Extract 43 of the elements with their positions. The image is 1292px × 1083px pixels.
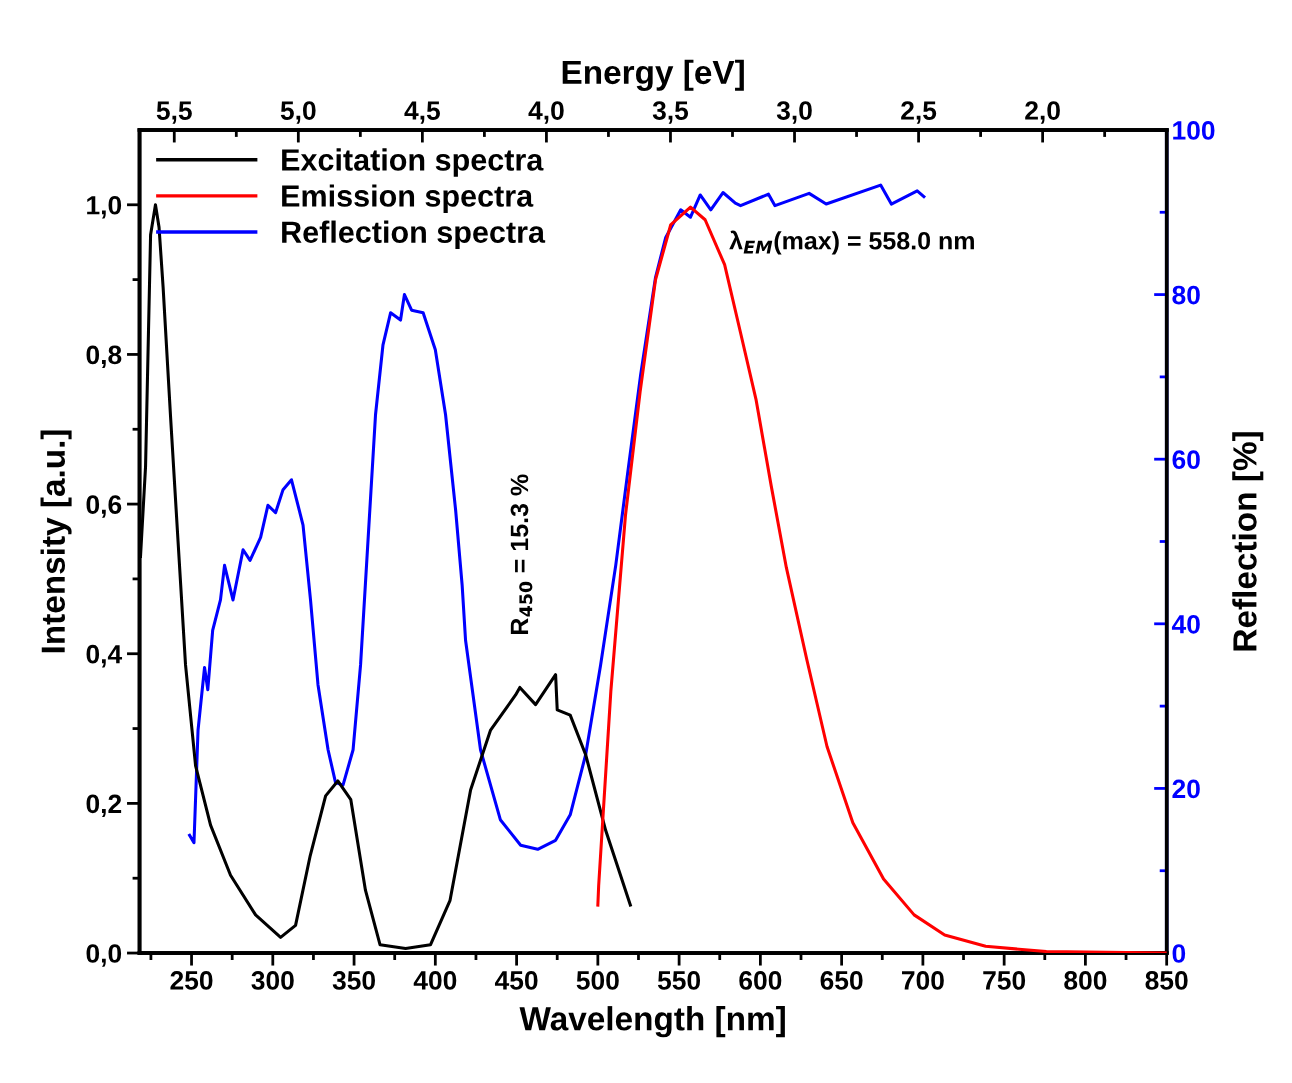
x-axis-title: Wavelength [nm] (519, 1006, 785, 1038)
y2-tick-label: 60 (1172, 450, 1200, 470)
x2-tick-label: 3,0 (776, 101, 812, 124)
legend-label: Reflection spectra (282, 220, 546, 250)
x-tick-label: 800 (1064, 971, 1107, 990)
x2-tick-label: 5,0 (280, 101, 316, 124)
y2-tick-label: 80 (1172, 285, 1200, 305)
legend-label: Excitation spectra (282, 148, 544, 177)
y-tick-label: 0,6 (86, 495, 122, 518)
x-tick-label: 350 (332, 971, 375, 990)
y-tick-label: 1,0 (87, 195, 122, 219)
y-axis-title: Intensity [a.u.] (40, 430, 72, 653)
x-tick-label: 450 (494, 971, 538, 990)
x2-tick-label: 2,0 (1025, 101, 1060, 124)
line-series (596, 205, 1167, 954)
x-tick-label: 500 (576, 971, 619, 990)
x-tick-label: 250 (170, 971, 213, 990)
y-tick-label: 0,4 (86, 644, 123, 668)
y2-tick-label: 0 (1172, 944, 1186, 963)
x-tick-label: 850 (1145, 971, 1188, 990)
x2-tick-label: 2,5 (901, 101, 937, 124)
x-tick-label: 750 (983, 971, 1026, 990)
x2-tick-label: 4,0 (528, 101, 564, 124)
x-tick-label: 700 (902, 971, 944, 990)
y-tick-label: 0,8 (86, 345, 122, 369)
x2-tick-label: 4,5 (404, 101, 440, 124)
y-tick-label: 0,0 (86, 944, 122, 967)
x-tick-label: 300 (251, 971, 294, 990)
x2-tick-label: 3,5 (652, 101, 689, 124)
x-tick-label: 400 (413, 971, 457, 990)
legend-label: Emission spectra (282, 184, 534, 213)
y2-tick-label: 100 (1173, 121, 1215, 140)
x2-axis-title: Energy [eV] (562, 59, 744, 91)
x2-tick-label: 5,5 (156, 101, 192, 124)
annotation: λ$_{EM}$(max) = 558.0 nm (729, 230, 974, 255)
y-tick-label: 0,2 (86, 794, 122, 818)
x-tick-label: 600 (739, 971, 782, 990)
y2-tick-label: 20 (1172, 779, 1200, 799)
x-tick-label: 650 (820, 971, 863, 990)
x-tick-label: 550 (657, 971, 701, 990)
y2-axis-title: Reflection [%] (1232, 432, 1264, 651)
y2-tick-label: 40 (1171, 614, 1200, 634)
annotation: R$_{450}$ = 15.3 % (510, 474, 533, 634)
